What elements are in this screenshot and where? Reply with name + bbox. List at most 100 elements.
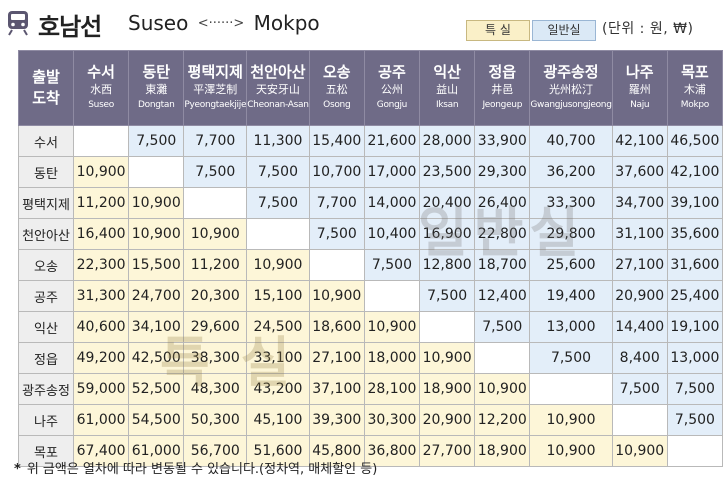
fare-cell-special: 11,200	[72, 187, 130, 219]
station-header-en: Pyeongtaekjije	[184, 100, 247, 110]
fare-cell-general: 12,400	[474, 280, 531, 312]
row-station-label: 천안아산	[18, 218, 74, 250]
fare-cell-general: 40,700	[529, 125, 613, 157]
table-row: 오송 22,300 15,500 11,200 10,900 7,500 12,800 18,…	[18, 249, 723, 281]
header: 호남선 Suseo <······> Mokpo 특 실 일반실 (단위 : 원…	[0, 0, 723, 46]
route-label: Suseo <······> Mokpo	[128, 11, 320, 35]
fare-cell-empty	[474, 342, 531, 374]
fare-cell-special: 10,900	[474, 373, 531, 405]
station-header-en: Iksan	[435, 100, 459, 110]
fare-cell-special: 24,500	[246, 311, 310, 343]
station-header: 광주송정 光州松汀 Gwangjusongjeong	[529, 50, 613, 126]
fare-cell-special: 15,500	[128, 249, 185, 281]
footnote-star: *	[14, 462, 21, 477]
fare-cell-general: 37,600	[611, 156, 668, 188]
header-row: 출발 도착 수서 水西 Suseo 동탄 東灘 Dongtan 평택지제 平澤芝制 Pyeong…	[18, 50, 723, 126]
fare-cell-general: 7,700	[308, 187, 365, 219]
station-header-en: Dongtan	[138, 100, 175, 110]
station-header: 오송 五松 Osong	[308, 50, 365, 126]
fare-cell-special: 10,900	[308, 280, 365, 312]
fare-cell-general: 29,300	[474, 156, 531, 188]
fare-cell-special: 10,900	[128, 187, 185, 219]
table-row: 평택지제 11,200 10,900 7,500 7,700 14,000 20,400 26…	[18, 187, 723, 219]
fare-table: 출발 도착 수서 水西 Suseo 동탄 東灘 Dongtan 평택지제 平澤芝制 Pyeong…	[18, 50, 723, 467]
page-title: 호남선	[38, 13, 102, 41]
station-header-en: Osong	[323, 100, 351, 110]
table-row: 공주 31,300 24,700 20,300 15,100 10,900 7,500 12,…	[18, 280, 723, 312]
fare-cell-general: 16,900	[419, 218, 476, 250]
fare-cell-special: 18,900	[474, 435, 531, 467]
fare-cell-general: 36,200	[529, 156, 613, 188]
station-header-hanja: 光州松汀	[549, 83, 593, 96]
station-header-hanja: 平澤芝制	[193, 83, 238, 96]
station-header-ko: 목포	[681, 63, 709, 81]
station-header-hanja: 木浦	[683, 83, 706, 96]
fare-cell-empty	[666, 435, 723, 467]
fare-cell-general: 17,000	[363, 156, 421, 188]
fare-cell-general: 19,100	[666, 311, 723, 343]
station-header: 평택지제 平澤芝制 Pyeongtaekjije	[183, 50, 248, 126]
fare-cell-general: 27,100	[611, 249, 668, 281]
fare-cell-general: 21,600	[363, 125, 421, 157]
fare-cell-general: 22,800	[474, 218, 531, 250]
route-to: Mokpo	[253, 11, 320, 35]
fare-cell-special: 18,900	[419, 373, 476, 405]
corner-departure: 출발	[32, 68, 60, 86]
station-header: 나주 羅州 Naju	[611, 50, 668, 126]
fare-cell-general: 31,600	[666, 249, 723, 281]
fare-cell-special: 16,400	[72, 218, 130, 250]
station-header: 목포 木浦 Mokpo	[666, 50, 723, 126]
fare-cell-general: 25,600	[529, 249, 613, 281]
fare-cell-general: 29,800	[529, 218, 613, 250]
corner-header: 출발 도착	[18, 50, 74, 126]
fare-cell-general: 7,500	[529, 342, 613, 374]
fare-cell-general: 7,500	[246, 187, 310, 219]
fare-cell-special: 31,300	[72, 280, 130, 312]
station-header-ko: 동탄	[142, 63, 171, 81]
fare-cell-special: 51,600	[246, 435, 310, 467]
fare-cell-general: 7,500	[666, 404, 723, 436]
fare-cell-special: 10,900	[128, 218, 185, 250]
row-station-label: 오송	[18, 249, 74, 281]
station-header-hanja: 水西	[90, 83, 113, 96]
fare-cell-special: 43,200	[246, 373, 310, 405]
fare-cell-general: 35,600	[666, 218, 723, 250]
fare-cell-general: 7,500	[666, 373, 723, 405]
fare-cell-special: 42,500	[128, 342, 185, 374]
fare-cell-general: 25,400	[666, 280, 723, 312]
fare-cell-general: 33,900	[474, 125, 531, 157]
row-station-label: 평택지제	[18, 187, 74, 219]
fare-cell-general: 12,800	[419, 249, 476, 281]
fare-cell-empty	[419, 311, 476, 343]
fare-cell-special: 28,100	[363, 373, 421, 405]
fare-cell-special: 11,200	[183, 249, 248, 281]
row-station-label: 공주	[18, 280, 74, 312]
table-row: 나주 61,000 54,500 50,300 45,100 39,300 30,300 20…	[18, 404, 723, 436]
fare-cell-special: 20,900	[419, 404, 476, 436]
fare-cell-special: 27,100	[308, 342, 365, 374]
fare-cell-special: 50,300	[183, 404, 248, 436]
table-row: 동탄 10,900 7,500 7,500 10,700 17,000 23,500 29,3…	[18, 156, 723, 188]
station-header-hanja: 井邑	[491, 83, 514, 96]
fare-cell-special: 12,200	[474, 404, 531, 436]
fare-cell-special: 10,900	[611, 435, 668, 467]
fare-cell-special: 10,900	[72, 156, 130, 188]
fare-cell-general: 13,000	[666, 342, 723, 374]
fare-cell-empty	[128, 156, 185, 188]
fare-cell-general: 20,900	[611, 280, 668, 312]
station-header-hanja: 天安牙山	[255, 83, 300, 96]
station-header-en: Gwangjusongjeong	[530, 100, 612, 110]
legend-general-badge: 일반실	[532, 20, 596, 41]
fare-cell-special: 38,300	[183, 342, 248, 374]
route-arrow: <······>	[197, 16, 245, 31]
station-header-hanja: 公州	[380, 83, 403, 96]
row-station-label: 광주송정	[18, 373, 74, 405]
table-row: 정읍 49,200 42,500 38,300 33,100 27,100 18,000 10…	[18, 342, 723, 374]
fare-cell-general: 8,400	[611, 342, 668, 374]
fare-cell-special: 18,000	[363, 342, 421, 374]
fare-cell-general: 34,700	[611, 187, 668, 219]
fare-cell-general: 39,100	[666, 187, 723, 219]
station-header-ko: 광주송정	[543, 63, 599, 81]
fare-cell-general: 19,400	[529, 280, 613, 312]
row-station-label: 수서	[18, 125, 74, 157]
